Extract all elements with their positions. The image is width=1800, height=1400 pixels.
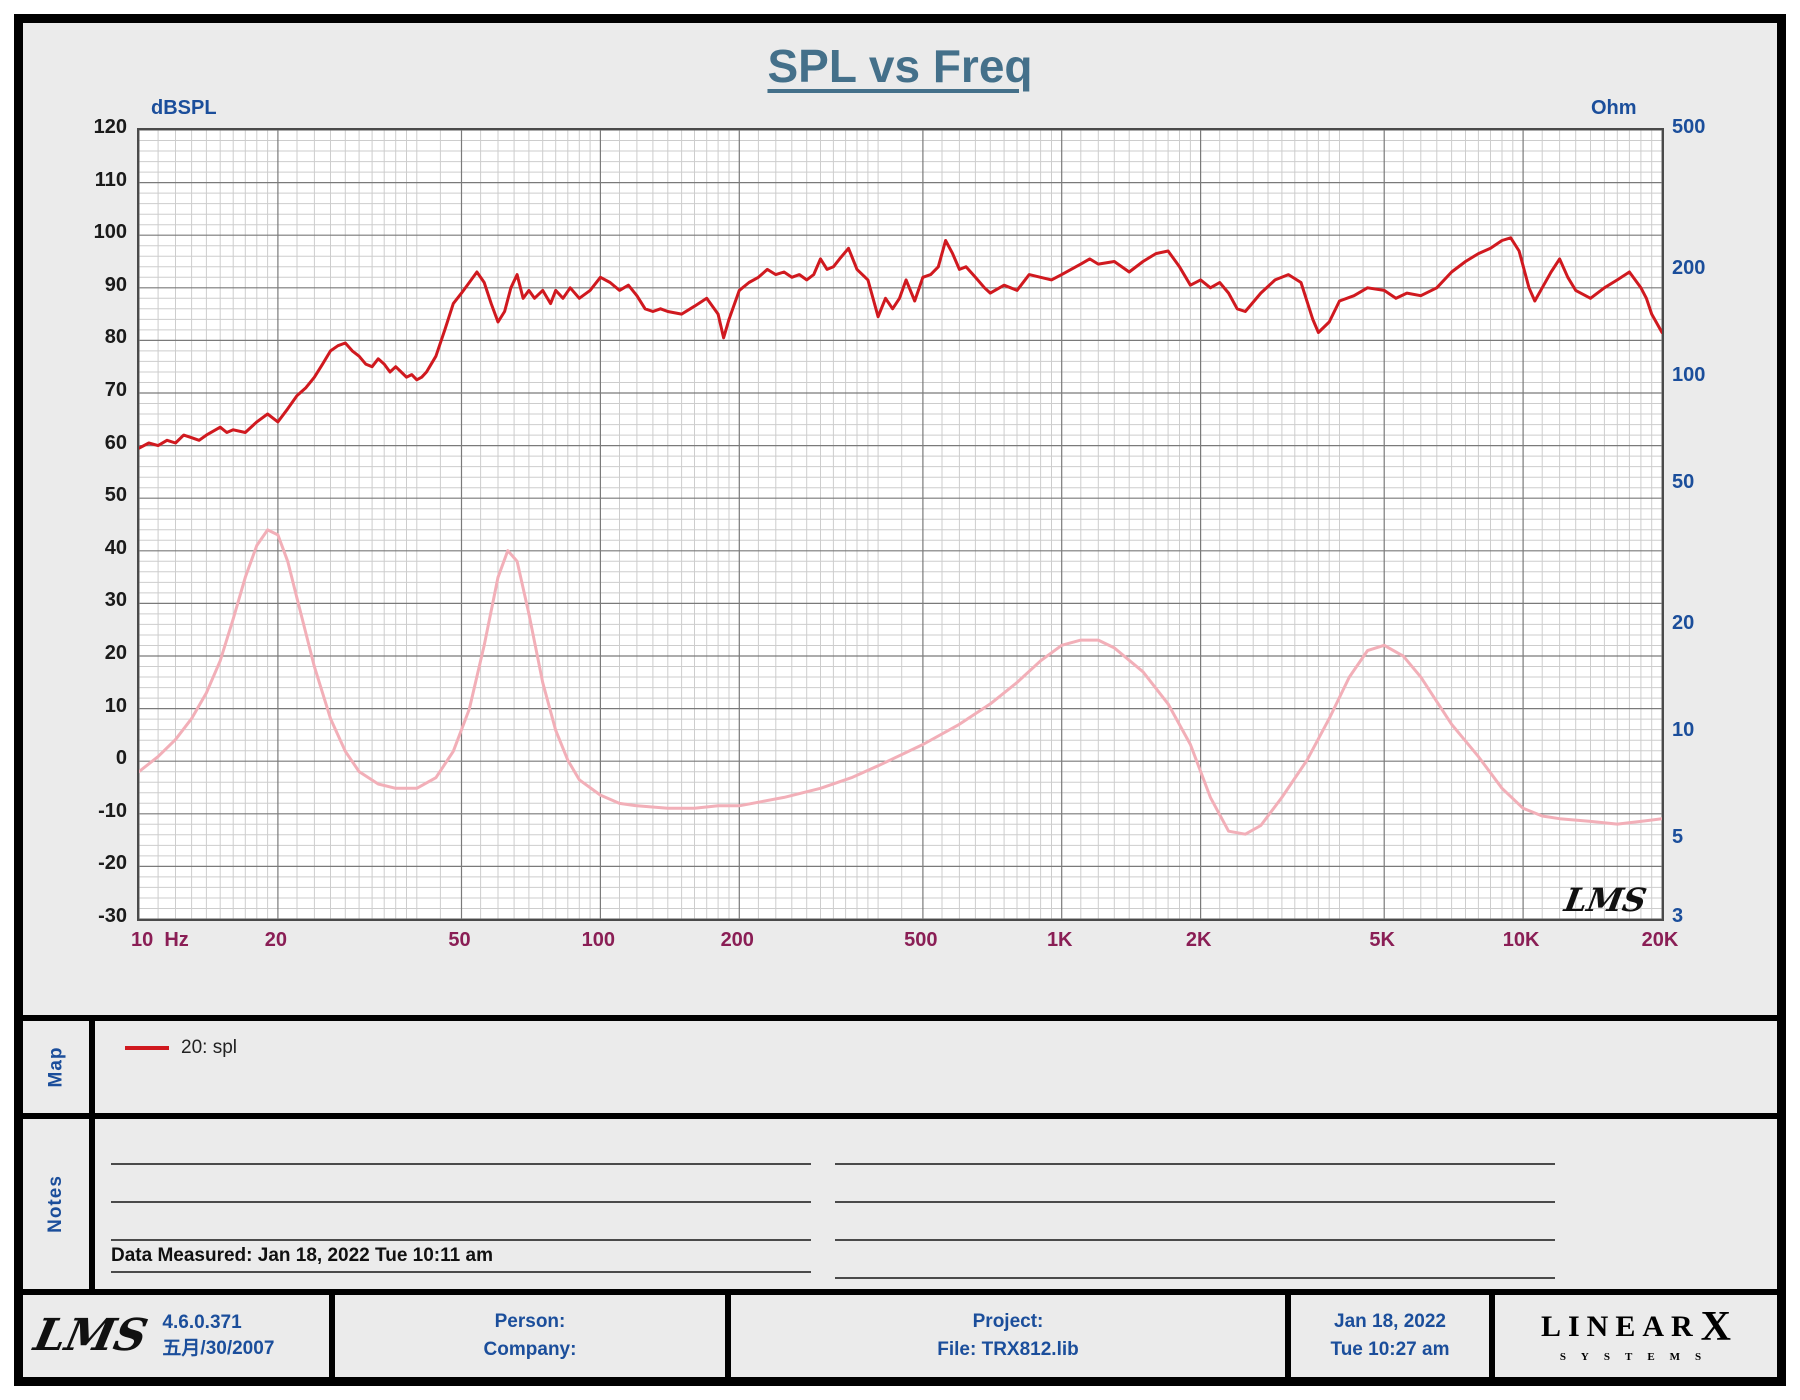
report-frame: SPL vs Freq dBSPL Ohm LMS 120 110 100 90 80 7…: [14, 14, 1786, 1386]
footer-lms-cell: LMS 4.6.0.371 五月/30/2007: [23, 1295, 329, 1377]
right-axis-tick: 3: [1672, 905, 1684, 927]
notes-rule-line: [835, 1163, 1555, 1165]
project-label: Project:: [972, 1311, 1044, 1333]
file-label: File: TRX812.lib: [937, 1339, 1079, 1360]
x-axis-tick: 500: [904, 929, 938, 951]
left-axis-tick: 70: [104, 379, 127, 401]
data-measured-text: Data Measured: Jan 18, 2022 Tue 10:11 am: [111, 1245, 811, 1273]
plot-area: LMS: [137, 128, 1664, 921]
measure-date: Jan 18, 2022: [1334, 1311, 1446, 1333]
right-axis-tick: 5: [1672, 826, 1684, 849]
grid-major: [139, 130, 1662, 919]
x-axis-tick: 100: [581, 929, 616, 951]
linearx-logo: LINEAR X: [1541, 1306, 1731, 1348]
brand-x: X: [1700, 1304, 1732, 1351]
right-axis-tick: 50: [1672, 471, 1695, 494]
brand-linear: LINEAR: [1540, 1310, 1700, 1344]
left-axis-tick: 90: [104, 273, 127, 296]
left-axis-tick: -10: [98, 799, 127, 822]
x-axis-tick: 2K: [1185, 929, 1212, 951]
x-axis-tick: 10K: [1502, 929, 1540, 951]
footer-brand-cell: LINEAR X SYSTEMS: [1489, 1295, 1777, 1377]
left-axis-tick: 60: [104, 431, 127, 454]
series-spl: [139, 236, 1662, 450]
x-axis-tick: 20: [264, 929, 287, 951]
left-axis-tick: 120: [93, 116, 127, 138]
notes-panel: Notes Data Measured: Jan 18, 2022 Tue 10…: [23, 1113, 1777, 1289]
series-impedance: [139, 528, 1662, 836]
brand-systems: SYSTEMS: [1559, 1351, 1717, 1364]
legend-label: 20: spl: [181, 1037, 237, 1058]
right-axis-tick: 100: [1672, 364, 1706, 387]
notes-rule-line: [835, 1239, 1555, 1241]
left-axis-tick: 100: [93, 221, 127, 244]
x-axis-tick: 1K: [1046, 929, 1073, 951]
notes-content: Data Measured: Jan 18, 2022 Tue 10:11 am: [95, 1119, 1777, 1289]
plot-svg: [139, 130, 1662, 919]
notes-label: Notes: [44, 1175, 66, 1233]
map-content: 20: spl: [95, 1021, 1777, 1113]
left-axis-tick: 80: [104, 326, 127, 349]
left-axis-tick: 20: [104, 642, 127, 664]
left-axis-tick: 30: [104, 589, 127, 612]
legend-item: 20: spl: [125, 1037, 1777, 1059]
left-axis-tick: 10: [104, 694, 127, 717]
x-axis-tick: 20K: [1641, 929, 1679, 951]
x-axis-tick: 5K: [1369, 929, 1395, 951]
footer-project-cell: Project: File: TRX812.lib: [725, 1295, 1285, 1377]
left-axis-tick: -30: [98, 905, 127, 927]
notes-rule-line: [111, 1239, 811, 1241]
left-axis-tick: 0: [115, 747, 127, 770]
x-axis-tick: 50: [448, 929, 471, 951]
x-axis-tick: 10 Hz: [131, 929, 189, 951]
notes-rule-line: [835, 1201, 1555, 1203]
person-label: Person:: [494, 1311, 566, 1333]
left-axis-tick: 50: [104, 484, 127, 507]
map-label: Map: [45, 1046, 66, 1088]
footer-panel: LMS 4.6.0.371 五月/30/2007 Person: Company…: [23, 1289, 1777, 1377]
map-label-cell: Map: [23, 1021, 95, 1113]
footer-person-cell: Person: Company:: [329, 1295, 725, 1377]
left-axis-tick: 110: [94, 168, 127, 191]
lms-watermark: LMS: [1561, 881, 1650, 919]
build-date: 五月/30/2007: [162, 1338, 275, 1359]
right-axis-label: Ohm: [1591, 97, 1637, 119]
version-number: 4.6.0.371: [162, 1312, 242, 1334]
lms-logo: LMS: [29, 1310, 152, 1361]
measure-time: Tue 10:27 am: [1330, 1339, 1450, 1360]
grid-minor: [139, 130, 1662, 919]
left-axis-tick: 40: [104, 536, 127, 559]
right-axis-tick: 20: [1672, 612, 1695, 635]
notes-rule-line: [111, 1201, 811, 1203]
notes-rule-line: [835, 1277, 1555, 1279]
right-axis-tick: 200: [1672, 257, 1706, 280]
left-axis-label: dBSPL: [151, 97, 217, 119]
map-panel: Map 20: spl: [23, 1015, 1777, 1113]
version-block: 4.6.0.371 五月/30/2007: [162, 1310, 274, 1361]
right-axis-tick: 10: [1672, 719, 1695, 742]
notes-rule-line: [111, 1163, 811, 1165]
right-axis-tick: 500: [1672, 116, 1706, 138]
x-axis-tick: 200: [720, 929, 754, 951]
left-axis-tick: -20: [98, 852, 127, 875]
notes-label-cell: Notes: [23, 1119, 95, 1289]
chart-panel: SPL vs Freq dBSPL Ohm LMS 120 110 100 90 80 7…: [23, 23, 1777, 1015]
chart-title: SPL vs Freq: [767, 40, 1033, 92]
footer-datetime-cell: Jan 18, 2022 Tue 10:27 am: [1285, 1295, 1489, 1377]
legend-line-swatch: [125, 1046, 169, 1050]
company-label: Company:: [483, 1339, 577, 1360]
